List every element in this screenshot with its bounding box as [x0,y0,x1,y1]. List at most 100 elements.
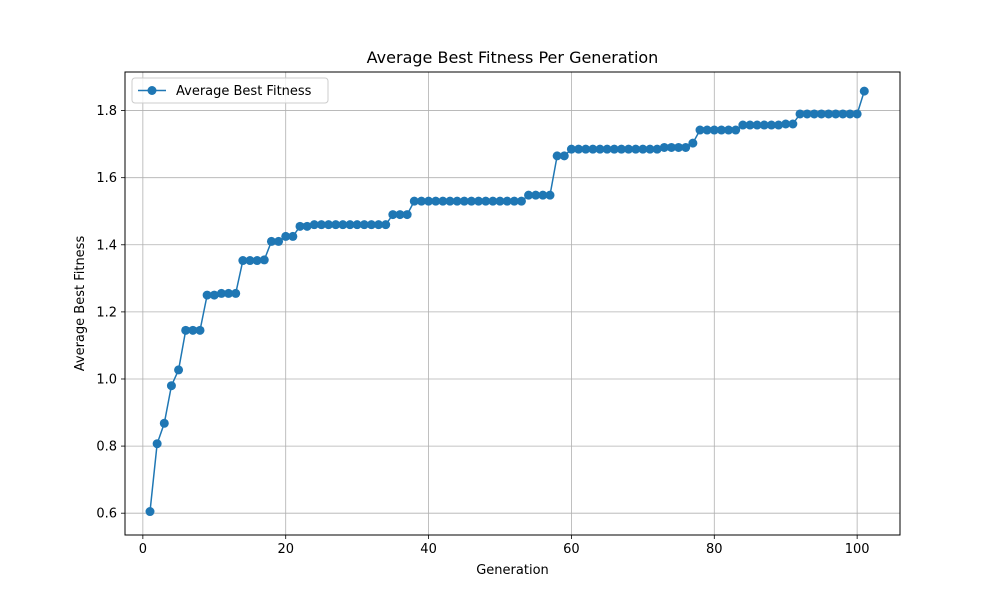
data-point [716,125,726,135]
data-point [838,109,848,119]
data-point [695,125,705,135]
chart-title: Average Best Fitness Per Generation [367,48,659,67]
data-point [545,190,555,200]
x-tick-label: 60 [563,542,580,557]
data-point [145,507,155,517]
data-point [666,142,676,152]
data-point [202,290,212,300]
data-point [159,418,169,428]
marker-layer [145,86,869,517]
data-point [395,210,405,220]
data-point [574,144,584,154]
data-point [624,144,634,154]
data-point [452,196,462,206]
data-point [424,196,434,206]
data-point [645,144,655,154]
data-point [509,196,519,206]
data-point [638,144,648,154]
data-point [831,109,841,119]
data-point [188,325,198,335]
data-point [402,210,412,220]
data-point [245,256,255,266]
data-point [481,196,491,206]
data-point [602,144,612,154]
data-point [738,120,748,130]
data-point [809,109,819,119]
x-tick-label: 100 [845,542,870,557]
data-point [388,210,398,220]
data-point [295,221,305,231]
y-tick-label: 1.6 [96,171,117,186]
data-point [795,109,805,119]
legend: Average Best Fitness [131,77,329,104]
y-tick-label: 0.6 [96,507,117,522]
data-point [152,439,162,449]
data-point [631,144,641,154]
data-point [466,196,476,206]
x-tick-label: 20 [277,542,294,557]
y-tick-label: 0.8 [96,440,117,455]
data-point [609,144,619,154]
data-point [552,151,562,161]
data-point [802,109,812,119]
data-point [488,196,498,206]
data-point [845,109,855,119]
data-point [474,196,484,206]
data-point [252,256,262,266]
series-line [149,90,866,512]
data-point [324,220,334,230]
series-line-layer [149,90,866,512]
data-point [495,196,505,206]
data-point [266,236,276,246]
data-point [759,120,769,130]
data-point [566,144,576,154]
data-point [274,236,284,246]
y-axis-label: Average Best Fitness [73,236,88,372]
data-point [359,220,369,230]
legend-entry-label: Average Best Fitness [176,84,312,99]
data-point [195,325,205,335]
x-tick-label: 80 [706,542,723,557]
data-point [259,255,269,265]
data-point [774,120,784,130]
data-point [745,120,755,130]
data-point [502,196,512,206]
data-point [559,151,569,161]
x-tick-label: 40 [420,542,437,557]
data-point [316,220,326,230]
data-point [766,120,776,130]
y-tick-label: 1.0 [96,372,117,387]
data-point [288,231,298,241]
data-point [238,256,248,266]
data-point [781,119,791,129]
data-point [752,120,762,130]
data-point [445,196,455,206]
data-point [538,190,548,200]
data-point [688,138,698,148]
data-point [681,142,691,152]
y-tick-label: 1.2 [96,305,117,320]
x-axis-label: Generation [476,563,549,578]
data-point [595,144,605,154]
data-point [616,144,626,154]
x-tick-label: 0 [139,542,147,557]
data-point [724,125,734,135]
data-point [309,220,319,230]
data-point [216,288,226,298]
data-point [416,196,426,206]
data-point [174,365,184,375]
grid [125,72,900,535]
y-tick-label: 1.8 [96,104,117,119]
y-tick-label: 1.4 [96,238,117,253]
data-point [224,288,234,298]
data-point [209,290,219,300]
data-point [166,381,176,391]
legend-box [131,77,329,104]
data-point [581,144,591,154]
data-point [674,142,684,152]
data-point [366,220,376,230]
plot-frame [124,71,901,536]
data-point [181,325,191,335]
data-point [281,231,291,241]
